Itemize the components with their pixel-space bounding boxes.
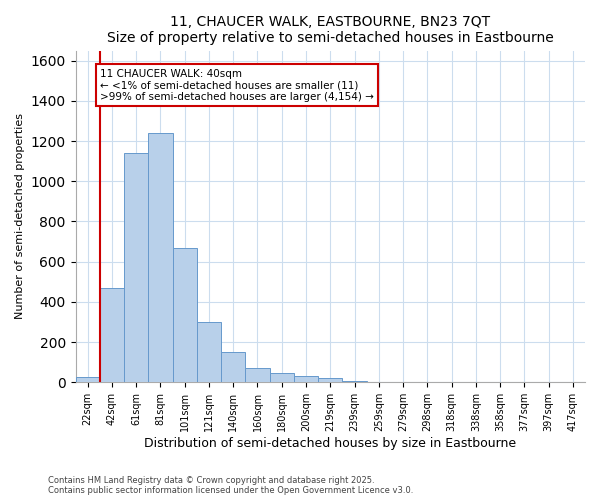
- Bar: [76, 378, 100, 382]
- Bar: [269, 374, 294, 382]
- Bar: [221, 352, 245, 382]
- Bar: [148, 133, 173, 382]
- Bar: [124, 153, 148, 382]
- Bar: [173, 248, 197, 382]
- Bar: [318, 378, 343, 382]
- Bar: [100, 288, 124, 382]
- Text: Contains HM Land Registry data © Crown copyright and database right 2025.
Contai: Contains HM Land Registry data © Crown c…: [48, 476, 413, 495]
- Title: 11, CHAUCER WALK, EASTBOURNE, BN23 7QT
Size of property relative to semi-detache: 11, CHAUCER WALK, EASTBOURNE, BN23 7QT S…: [107, 15, 554, 45]
- X-axis label: Distribution of semi-detached houses by size in Eastbourne: Distribution of semi-detached houses by …: [144, 437, 517, 450]
- Bar: [197, 322, 221, 382]
- Bar: [294, 376, 318, 382]
- Bar: [245, 368, 269, 382]
- Y-axis label: Number of semi-detached properties: Number of semi-detached properties: [15, 114, 25, 320]
- Text: 11 CHAUCER WALK: 40sqm
← <1% of semi-detached houses are smaller (11)
>99% of se: 11 CHAUCER WALK: 40sqm ← <1% of semi-det…: [100, 68, 374, 102]
